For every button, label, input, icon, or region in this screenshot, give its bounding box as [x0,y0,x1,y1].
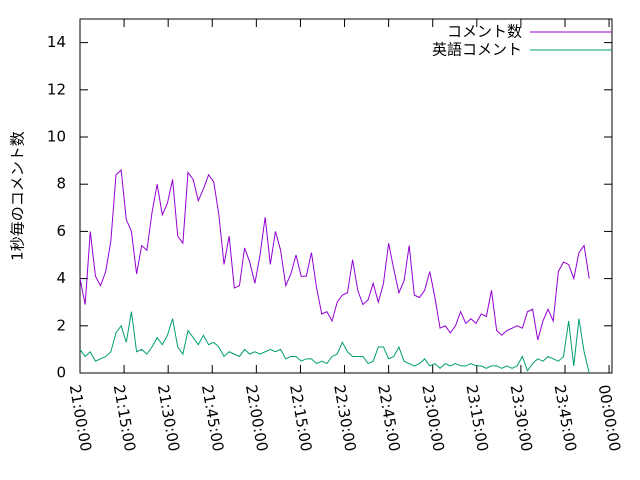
x-tick-label: 21:45:00 [198,383,227,452]
x-tick-label: 23:45:00 [551,383,580,452]
x-tick-label: 23:00:00 [418,383,447,452]
x-tick-label: 22:45:00 [374,383,403,452]
y-axis-label: 1秒毎のコメント数 [9,131,27,261]
series-line [79,168,590,341]
plot-frame [79,18,613,374]
x-tick-label: 00:00:00 [595,383,624,452]
y-tick-label: 6 [56,222,66,240]
y-tick-label: 0 [56,364,66,382]
x-tick-label: 21:00:00 [66,383,95,452]
x-tick-label: 23:30:00 [507,383,536,452]
y-tick-label: 2 [56,316,66,334]
x-tick-label: 21:15:00 [110,383,139,452]
y-tick-label: 4 [56,269,66,287]
x-tick-label: 22:00:00 [242,383,271,452]
series-line [79,311,590,374]
y-tick-label: 10 [47,128,66,146]
x-tick-label: 23:15:00 [462,383,491,452]
x-tick-label: 22:30:00 [330,383,359,452]
y-tick-label: 8 [56,175,66,193]
legend-label: コメント数 [447,23,522,41]
legend-label: 英語コメント [432,41,522,59]
y-tick-label: 14 [47,33,66,51]
y-tick-label: 12 [47,80,66,98]
x-tick-label: 22:15:00 [286,383,315,452]
x-tick-label: 21:30:00 [154,383,183,452]
